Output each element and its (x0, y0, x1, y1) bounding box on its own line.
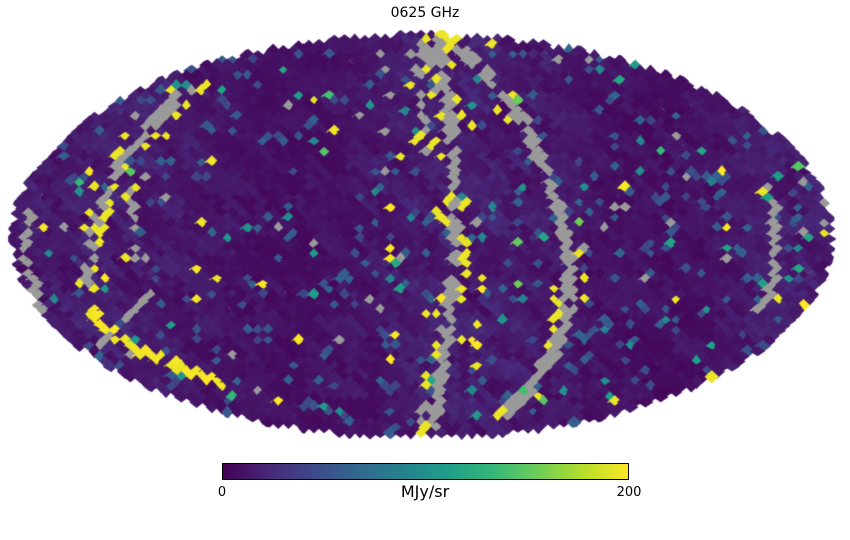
colorbar-min-tick: 0 (217, 485, 227, 500)
colorbar-gradient (222, 463, 629, 480)
colorbar-max-tick: 200 (616, 485, 642, 500)
figure-title: 0625 GHz (390, 5, 460, 21)
colorbar-unit-label: MJy/sr (400, 482, 450, 501)
